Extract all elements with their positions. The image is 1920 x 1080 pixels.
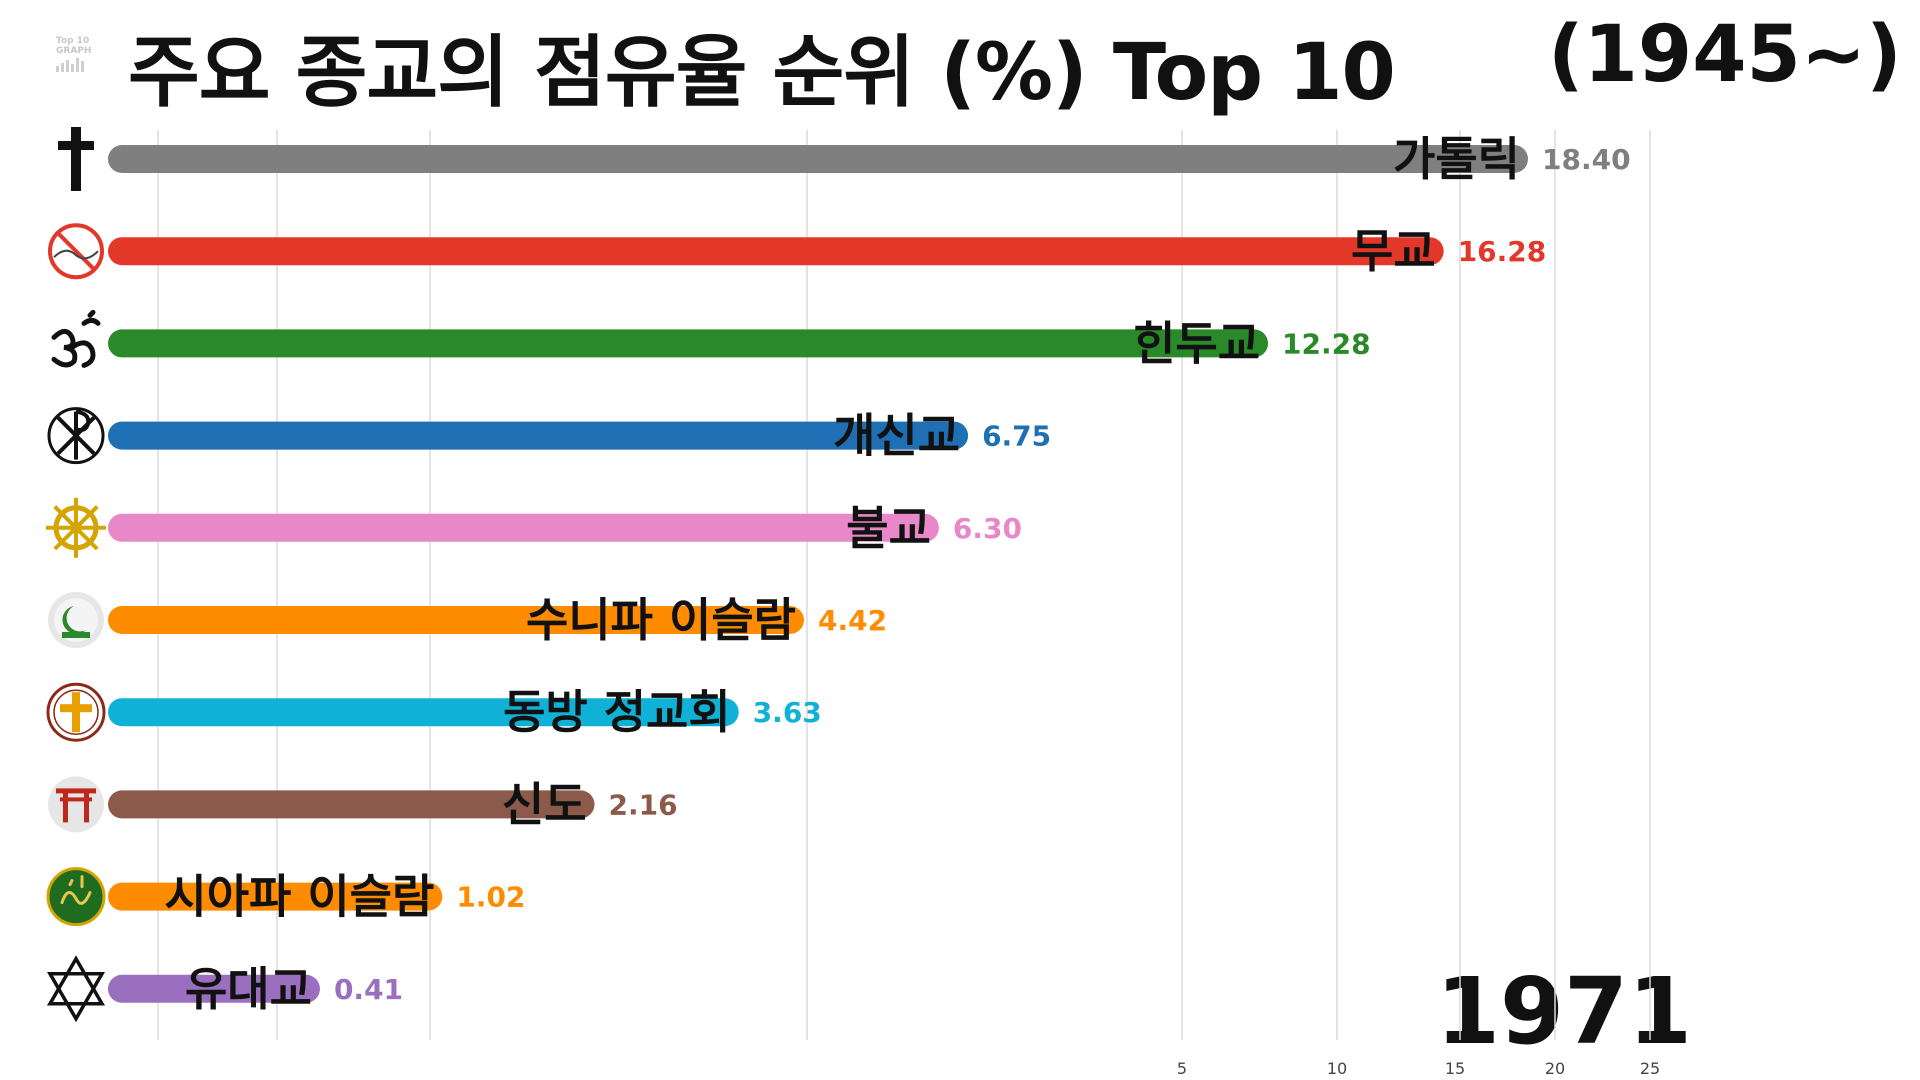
torii-gate-icon: [48, 776, 104, 833]
category-label: 신도: [502, 777, 587, 831]
x-tick-label: 15: [1445, 1059, 1465, 1078]
category-label: 불교: [846, 501, 931, 555]
value-label: 2.16: [609, 788, 678, 821]
category-label: 힌두교: [1133, 316, 1260, 370]
period-label: (1945~): [1548, 10, 1902, 100]
value-label: 18.40: [1542, 143, 1631, 176]
category-label: 시아파 이슬람: [164, 870, 434, 924]
bar: [108, 974, 320, 1003]
channel-logo: Top 10 GRAPH: [56, 36, 96, 84]
bar: [108, 329, 1269, 358]
value-label: 6.30: [953, 512, 1022, 545]
x-tick-label: 10: [1327, 1059, 1347, 1078]
category-label: 개신교: [833, 409, 960, 463]
bar: [108, 790, 595, 819]
value-label: 1.02: [456, 881, 525, 914]
star-of-david-icon: [46, 955, 106, 1023]
om-icon: [51, 309, 101, 368]
bar: [108, 421, 969, 450]
bar: [108, 606, 804, 634]
logo-bars-icon: [56, 58, 96, 72]
logo-line-2: GRAPH: [56, 46, 92, 56]
bar: [108, 237, 1444, 266]
bars: 가톨릭 18.40 무교 16.28 힌두교 12.28 개신교 6.75 불교 6.30 수니파 …: [108, 132, 1631, 1016]
x-tick-label: 5: [1177, 1059, 1187, 1078]
dharma-wheel-icon: [46, 497, 106, 558]
category-icons: [46, 127, 106, 1023]
value-label: 16.28: [1458, 235, 1547, 268]
value-label: 0.41: [334, 973, 403, 1006]
no-religion-icon: [48, 223, 104, 280]
value-label: 6.75: [982, 420, 1051, 453]
bar: [108, 145, 1528, 173]
axis-ticks: 5 10 15 20 25: [1177, 1059, 1660, 1078]
orthodox-cross-icon: [46, 682, 106, 742]
category-label: 무교: [1351, 224, 1436, 278]
category-label: 가톨릭: [1393, 132, 1520, 186]
value-label: 3.63: [753, 696, 822, 729]
category-label: 유대교: [185, 962, 312, 1016]
chart-title: 주요 종교의 점유율 순위 (%) Top 10: [128, 28, 1396, 118]
chi-rho-icon: [47, 407, 105, 465]
x-tick-label: 20: [1545, 1059, 1565, 1078]
logo-line-1: Top 10: [56, 36, 90, 46]
value-label: 4.42: [818, 604, 887, 637]
ali-calligraphy-icon: [46, 867, 106, 927]
latin-cross-icon: [58, 127, 94, 191]
crescent-mosque-icon: [48, 592, 104, 648]
value-label: 12.28: [1282, 327, 1371, 360]
category-label: 수니파 이슬람: [526, 593, 796, 647]
category-label: 동방 정교회: [503, 685, 731, 739]
x-tick-label: 25: [1640, 1059, 1660, 1078]
bar: [108, 513, 939, 542]
bar: [108, 698, 739, 727]
bar: [108, 882, 443, 911]
